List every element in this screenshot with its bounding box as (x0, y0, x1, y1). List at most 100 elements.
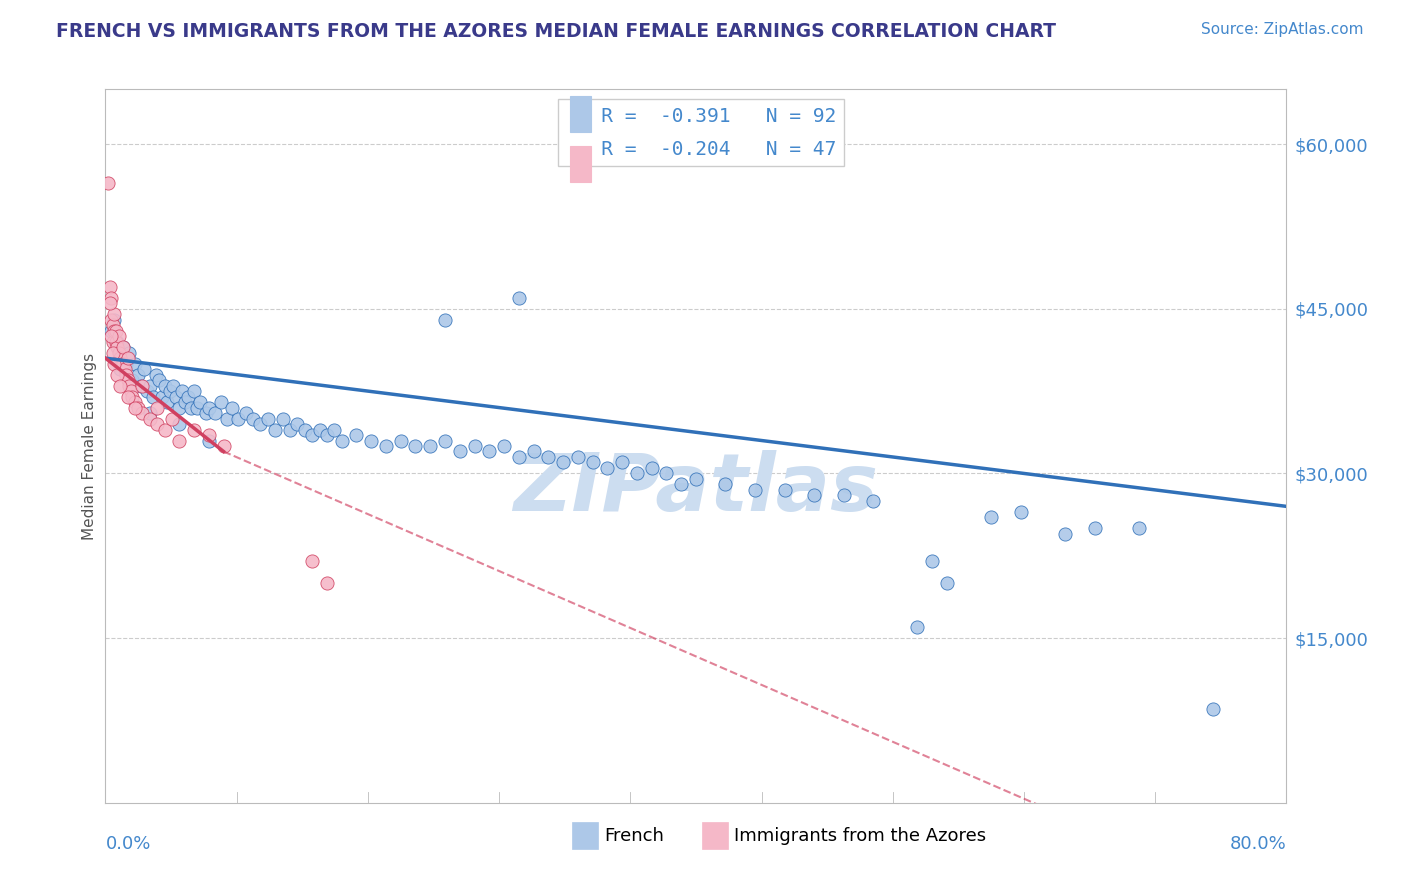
Point (523, 444, 546, 458)
Text: ZIPatlas: ZIPatlas (513, 450, 879, 528)
Point (508, 450, 530, 464)
Text: French: French (603, 828, 664, 846)
Point (183, 384, 205, 398)
Point (197, 401, 219, 415)
Point (169, 434, 191, 448)
Point (323, 423, 346, 437)
Point (464, 439, 486, 453)
Point (148, 373, 170, 387)
Point (194, 406, 217, 420)
Bar (572, 822, 598, 849)
Point (120, 384, 142, 398)
Point (174, 395, 197, 409)
Point (626, 467, 648, 481)
Point (104, 334, 127, 349)
Point (264, 423, 287, 437)
Point (980, 510, 1002, 524)
Point (374, 439, 398, 453)
Point (153, 423, 176, 437)
Point (105, 368, 128, 382)
Point (249, 417, 271, 431)
Point (1128, 521, 1150, 535)
Point (111, 357, 134, 371)
Point (127, 368, 149, 382)
Point (104, 324, 127, 338)
Bar (569, 146, 591, 182)
Point (117, 390, 139, 404)
Point (124, 395, 146, 409)
Point (492, 439, 515, 453)
Point (714, 477, 737, 491)
Point (221, 401, 243, 415)
Point (124, 401, 146, 415)
Point (936, 576, 959, 591)
Point (112, 340, 135, 354)
Point (301, 428, 323, 442)
Point (129, 378, 152, 392)
Point (204, 406, 226, 420)
Point (98, 296, 121, 310)
Point (127, 401, 149, 415)
Point (308, 423, 330, 437)
Point (138, 378, 162, 392)
Point (103, 307, 125, 321)
Point (180, 401, 202, 415)
Text: Immigrants from the Azores: Immigrants from the Azores (734, 828, 986, 846)
Point (153, 378, 176, 392)
Point (671, 477, 693, 491)
Point (209, 395, 232, 409)
Point (110, 351, 132, 366)
Point (156, 395, 179, 409)
Point (640, 461, 664, 475)
Point (610, 455, 633, 469)
Y-axis label: Median Female Earnings: Median Female Earnings (82, 352, 97, 540)
Point (537, 450, 560, 464)
Point (105, 334, 128, 349)
Point (172, 384, 194, 398)
Point (1010, 505, 1032, 519)
Point (212, 439, 235, 453)
Point (228, 411, 250, 425)
Point (197, 428, 219, 442)
Point (165, 390, 187, 404)
Point (146, 401, 169, 415)
Point (105, 340, 128, 354)
Point (287, 417, 309, 431)
Point (773, 483, 796, 497)
Point (159, 384, 181, 398)
Point (186, 401, 208, 415)
Point (596, 461, 619, 475)
Point (1201, 702, 1223, 716)
Point (124, 357, 146, 371)
Point (315, 428, 337, 442)
Point (142, 390, 165, 404)
Point (215, 411, 238, 425)
Point (434, 312, 457, 326)
Point (1083, 521, 1105, 535)
Point (177, 390, 200, 404)
Point (360, 434, 382, 448)
Point (115, 368, 138, 382)
Point (301, 554, 323, 568)
Point (256, 411, 278, 425)
Point (150, 390, 173, 404)
Point (118, 378, 141, 392)
Point (197, 434, 219, 448)
Text: R =  -0.391   N = 92
   R =  -0.204   N = 47: R = -0.391 N = 92 R = -0.204 N = 47 (567, 107, 837, 159)
Point (138, 406, 162, 420)
Point (434, 434, 457, 448)
Point (242, 411, 264, 425)
Text: FRENCH VS IMMIGRANTS FROM THE AZORES MEDIAN FEMALE EARNINGS CORRELATION CHART: FRENCH VS IMMIGRANTS FROM THE AZORES MED… (56, 22, 1056, 41)
Point (101, 318, 124, 333)
Point (100, 291, 122, 305)
Point (121, 373, 143, 387)
Point (117, 351, 139, 366)
Point (107, 329, 129, 343)
Point (103, 324, 125, 338)
Point (160, 411, 183, 425)
Point (832, 488, 855, 502)
Point (862, 494, 884, 508)
Point (146, 417, 169, 431)
Point (567, 450, 589, 464)
Point (103, 357, 125, 371)
